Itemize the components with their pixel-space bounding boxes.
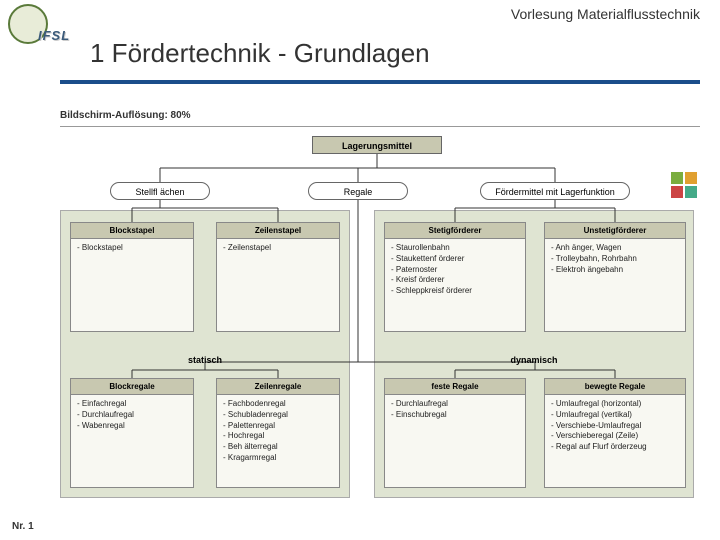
ifsl-label: IFSL [38,28,70,43]
card-title: Zeilenregale [217,379,339,395]
pill-foerdermittel: Fördermittel mit Lagerfunktion [480,182,630,200]
label-dynamisch: dynamisch [374,355,694,365]
card-body: FachbodenregalSchubladenregalPalettenreg… [217,395,339,468]
card-body: Umlaufregal (horizontal)Umlaufregal (ver… [545,395,685,457]
card-title: Stetigförderer [385,223,525,239]
puzzle-icon [669,170,699,200]
pill-stellflaechen: Stellfl ächen [110,182,210,200]
card-title: Blockregale [71,379,193,395]
card-title: Zeilenstapel [217,223,339,239]
card-stetigfoerderer: Stetigförderer StaurollenbahnStaukettenf… [384,222,526,332]
pill-regale: Regale [308,182,408,200]
label-statisch: statisch [60,355,350,365]
card-title: Unstetigförderer [545,223,685,239]
course-title: Vorlesung Materialflusstechnik [511,6,700,22]
card-body: Blockstapel [71,239,193,258]
sub-rule [60,126,700,127]
page-title: 1 Fördertechnik - Grundlagen [90,38,430,69]
card-blockregale: Blockregale EinfachregalDurchlaufregalWa… [70,378,194,488]
card-blockstapel: Blockstapel Blockstapel [70,222,194,332]
slide-header: Vorlesung Materialflusstechnik IFSL 1 Fö… [0,0,720,90]
card-title: bewegte Regale [545,379,685,395]
card-zeilenregale: Zeilenregale FachbodenregalSchubladenreg… [216,378,340,488]
card-body: EinfachregalDurchlaufregalWabenregal [71,395,193,435]
root-node: Lagerungsmittel [312,136,442,154]
card-title: Blockstapel [71,223,193,239]
page-number: Nr. 1 [12,521,34,532]
card-body: Zeilenstapel [217,239,339,258]
card-body: Anh änger, WagenTrolleybahn, RohrbahnEle… [545,239,685,279]
card-body: StaurollenbahnStaukettenf ördererPaterno… [385,239,525,301]
card-unstetigfoerderer: Unstetigförderer Anh änger, WagenTrolley… [544,222,686,332]
card-body: DurchlaufregalEinschubregal [385,395,525,425]
card-feste-regale: feste Regale DurchlaufregalEinschubregal [384,378,526,488]
card-zeilenstapel: Zeilenstapel Zeilenstapel [216,222,340,332]
card-title: feste Regale [385,379,525,395]
card-bewegte-regale: bewegte Regale Umlaufregal (horizontal)U… [544,378,686,488]
resolution-label: Bildschirm-Auflösung: 80% [60,110,191,121]
title-rule [60,80,700,84]
diagram-area: Lagerungsmittel Stellfl ächen Regale För… [50,130,704,500]
